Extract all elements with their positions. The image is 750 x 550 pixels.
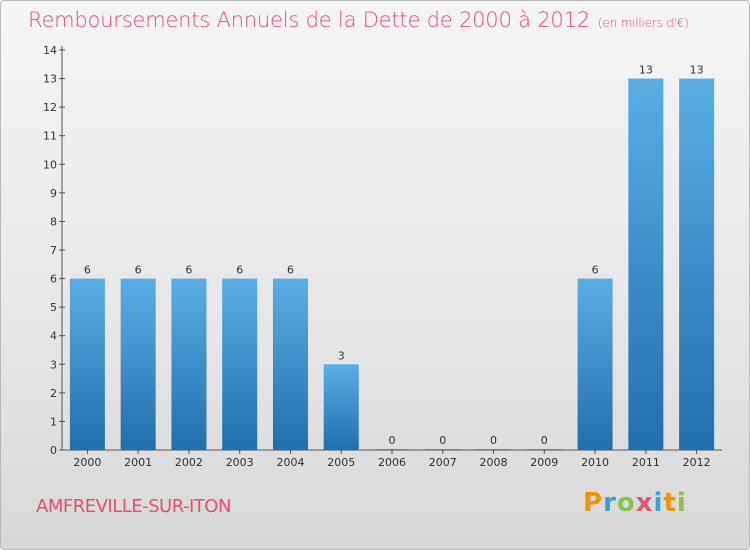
bar [171,278,207,450]
bar [323,364,359,450]
bar [628,78,664,451]
bar-value-label: 3 [338,349,345,362]
bar-value-label: 0 [389,434,396,447]
bar [272,278,308,450]
x-tick-label: 2002 [175,456,203,469]
bar [69,278,105,450]
bar-value-label: 13 [690,64,704,77]
bar [526,449,562,450]
x-tick-label: 2009 [530,456,558,469]
bar [425,449,461,450]
bar-value-label: 0 [439,434,446,447]
x-tick-label: 2010 [581,456,609,469]
bar [577,278,613,450]
bar-value-label: 6 [84,264,91,277]
logo-letter: i [653,488,664,518]
x-tick-label: 2005 [327,456,355,469]
x-tick-label: 2003 [226,456,254,469]
logo-letter: t [663,488,677,518]
y-tick-label: 14 [43,44,57,57]
y-tick-label: 11 [43,130,57,143]
proxiti-logo: Proxiti [583,488,687,518]
x-tick-label: 2000 [73,456,101,469]
x-tick-label: 2004 [276,456,304,469]
logo-letter: o [616,488,636,518]
bar-value-label: 6 [592,264,599,277]
bar-value-label: 6 [287,264,294,277]
y-tick-label: 8 [50,215,57,228]
logo-letter: P [583,488,604,518]
bar-value-label: 0 [541,434,548,447]
x-tick-label: 2012 [683,456,711,469]
bar [476,449,512,450]
bar-value-label: 6 [236,264,243,277]
logo-letter: x [635,488,654,518]
logo-letter: r [603,488,617,518]
bar-value-label: 0 [490,434,497,447]
x-tick-label: 2007 [429,456,457,469]
bar [120,278,156,450]
y-tick-label: 9 [50,187,57,200]
bar-value-label: 6 [185,264,192,277]
x-tick-label: 2011 [632,456,660,469]
y-tick-label: 12 [43,101,57,114]
y-tick-label: 5 [50,301,57,314]
x-tick-label: 2001 [124,456,152,469]
y-tick-label: 0 [50,444,57,457]
bar-value-label: 13 [639,64,653,77]
x-tick-label: 2008 [480,456,508,469]
y-tick-label: 1 [50,415,57,428]
bar [679,78,715,451]
x-tick-label: 2006 [378,456,406,469]
y-tick-label: 3 [50,358,57,371]
bar-value-label: 6 [135,264,142,277]
y-tick-label: 6 [50,273,57,286]
bar [222,278,258,450]
chart-title-text: Remboursements Annuels de la Dette de 20… [28,8,590,32]
y-tick-label: 4 [50,330,57,343]
commune-name: AMFREVILLE-SUR-ITON [36,496,231,517]
chart-title: Remboursements Annuels de la Dette de 20… [28,8,689,32]
y-tick-label: 13 [43,73,57,86]
y-tick-label: 7 [50,244,57,257]
logo-letter: i [676,488,687,518]
chart-subtitle: (en milliers d'€) [597,16,689,30]
bar [374,449,410,450]
y-tick-label: 10 [43,158,57,171]
y-tick-label: 2 [50,387,57,400]
